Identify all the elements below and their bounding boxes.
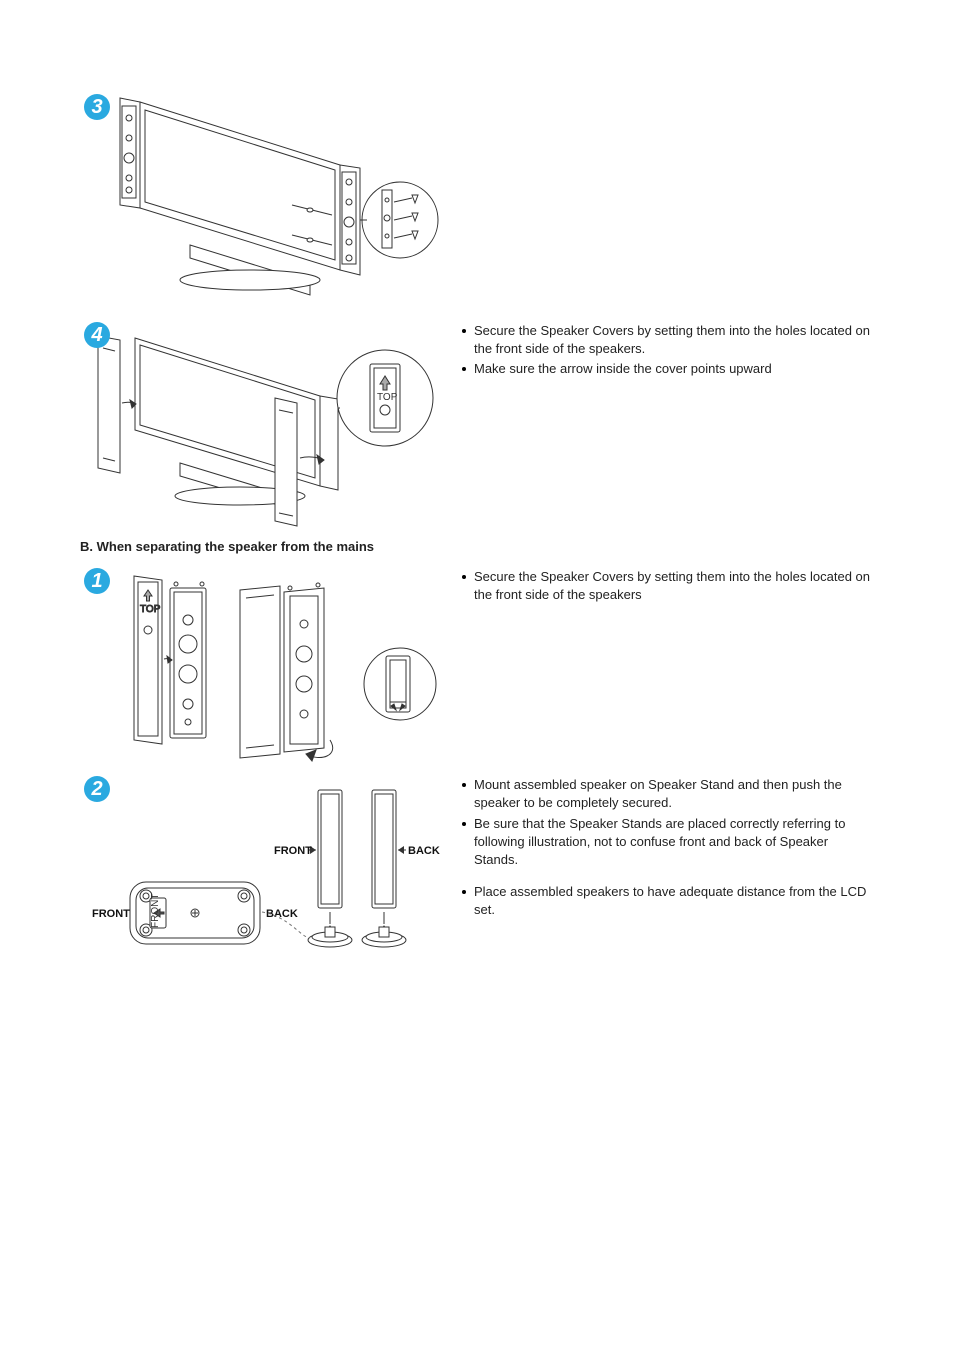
step-b1-row: 1 TOP xyxy=(80,564,874,764)
step-badge-b2: 2 xyxy=(84,776,110,802)
diagram-speaker-stands: FRONT BACK FRONT xyxy=(80,772,440,962)
bullet-a4-0: Secure the Speaker Covers by setting the… xyxy=(460,322,874,358)
step-b1-diagram-wrap: 1 TOP xyxy=(80,564,440,764)
slot-front-label: FRONT xyxy=(150,894,161,928)
stand-back-label: BACK xyxy=(408,845,440,857)
diagram-speakers-standalone: TOP xyxy=(80,564,440,764)
step-a4-text: Secure the Speaker Covers by setting the… xyxy=(460,318,874,381)
step-b1-bullets: Secure the Speaker Covers by setting the… xyxy=(460,568,874,604)
step-b2-row: 2 FRONT BACK FRO xyxy=(80,772,874,962)
step-badge-3: 3 xyxy=(84,94,110,120)
step-a3-text xyxy=(460,90,874,94)
step-b2-diagram-wrap: 2 FRONT BACK FRO xyxy=(80,772,440,962)
diagram-tv-covers: TOP xyxy=(80,318,440,528)
section-b-title: B. When separating the speaker from the … xyxy=(80,538,874,556)
bullet-b2-2: Place assembled speakers to have adequat… xyxy=(460,883,874,919)
stand-front-label: FRONT xyxy=(274,845,312,857)
step-a3-diagram-wrap: 3 xyxy=(80,90,440,310)
step-badge-4: 4 xyxy=(84,322,110,348)
bullet-a4-1: Make sure the arrow inside the cover poi… xyxy=(460,360,874,378)
step-a4-row: 4 xyxy=(80,318,874,528)
bullet-b2-0: Mount assembled speaker on Speaker Stand… xyxy=(460,776,874,812)
step-a3-row: 3 xyxy=(80,90,874,310)
step-badge-b1: 1 xyxy=(84,568,110,594)
b1-top-label: TOP xyxy=(140,604,161,615)
step-a4-bullets: Secure the Speaker Covers by setting the… xyxy=(460,322,874,379)
step-b1-text: Secure the Speaker Covers by setting the… xyxy=(460,564,874,606)
diagram-tv-screws xyxy=(80,90,440,310)
bullet-b1-0: Secure the Speaker Covers by setting the… xyxy=(460,568,874,604)
base-front-label: FRONT xyxy=(92,908,130,920)
callout-top-label: TOP xyxy=(377,392,398,403)
step-b2-bullets: Mount assembled speaker on Speaker Stand… xyxy=(460,776,874,919)
step-b2-text: Mount assembled speaker on Speaker Stand… xyxy=(460,772,874,921)
bullet-b2-1: Be sure that the Speaker Stands are plac… xyxy=(460,815,874,870)
step-a4-diagram-wrap: 4 xyxy=(80,318,440,528)
